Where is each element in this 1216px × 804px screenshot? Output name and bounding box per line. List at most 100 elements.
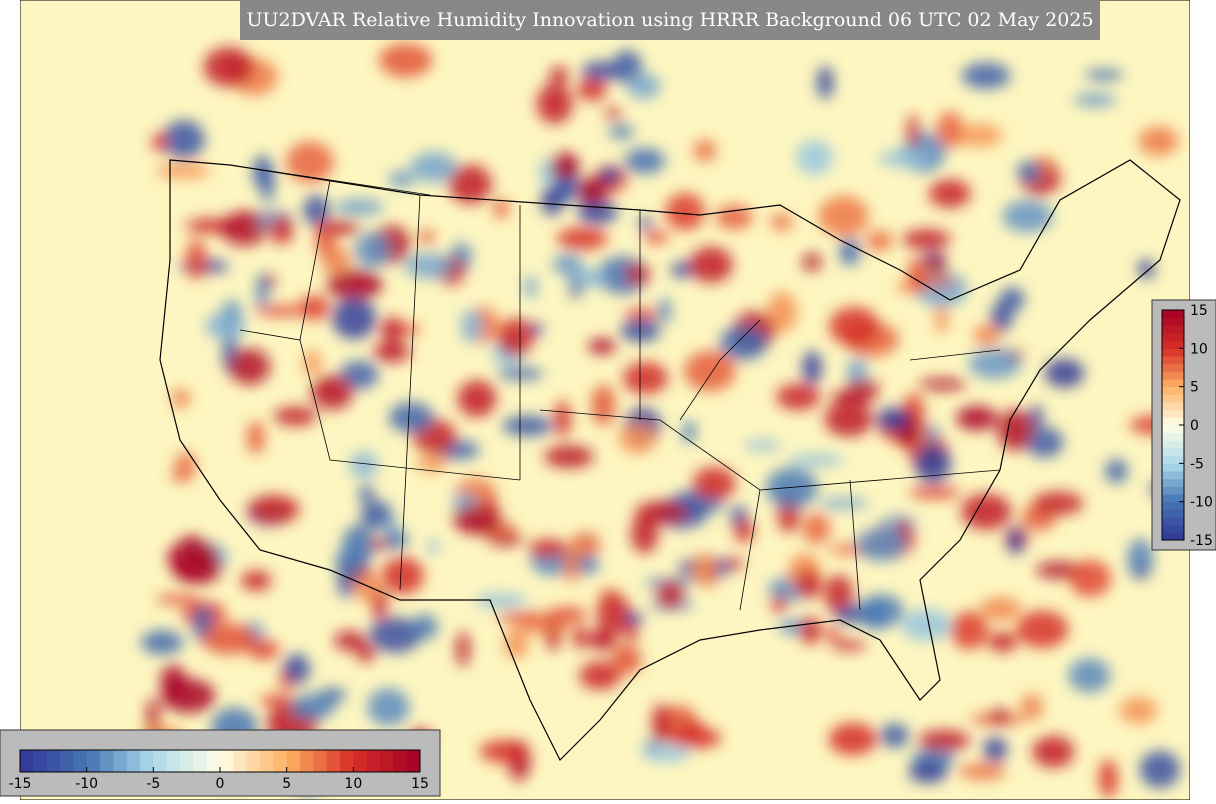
map (20, 0, 1190, 800)
field-blob (388, 170, 415, 188)
colorbar-step (46, 750, 61, 772)
colorbar-step (300, 750, 314, 772)
field-blob (339, 360, 379, 390)
field-blob (997, 409, 1034, 451)
field-blob (802, 350, 822, 385)
field-blob (631, 514, 659, 554)
field-blob (670, 261, 696, 278)
borders (229, 164, 1001, 611)
colorbar-step (1162, 363, 1184, 372)
field-blob (479, 739, 529, 763)
field-blob (273, 406, 317, 426)
field-blob (1138, 126, 1179, 156)
field-blob (496, 611, 551, 623)
field-blob (796, 140, 833, 175)
field-blob (990, 301, 1013, 332)
colorbar-step (393, 750, 408, 772)
colorbar-step (1162, 501, 1184, 510)
field-blob (1068, 658, 1111, 693)
colorbar-step (353, 750, 368, 772)
field-blob (1105, 458, 1128, 484)
field-blob (766, 291, 798, 333)
field-blob (865, 230, 894, 252)
field-blob (410, 151, 458, 183)
field-blob (326, 269, 383, 300)
field-blob (367, 688, 410, 727)
field-blob (935, 305, 948, 334)
field-blob (497, 367, 544, 381)
field-blob (372, 588, 388, 621)
field-blob (570, 540, 597, 555)
field-blob (828, 722, 877, 756)
field-blob (1038, 155, 1054, 173)
field-blob (622, 362, 668, 395)
field-blob (961, 62, 1011, 90)
colorbar-step (206, 750, 221, 772)
colorbar-step (86, 750, 101, 772)
field-blob (1069, 559, 1112, 597)
field-blob (799, 616, 822, 645)
colorbar-tick-label: -15 (9, 776, 32, 792)
field-blob (547, 606, 588, 623)
field-blob (684, 350, 736, 392)
colorbar-step (193, 750, 208, 772)
field-blob (719, 325, 767, 361)
field-blob (624, 308, 659, 320)
colorbar-step (1162, 417, 1184, 426)
field-blob (544, 445, 594, 469)
colorbar-step (380, 750, 394, 772)
colorbar-step (1162, 386, 1184, 395)
field-blob (355, 644, 376, 662)
field-blob (908, 760, 948, 784)
colorbar-step (180, 750, 194, 772)
field-blob (918, 378, 967, 391)
field-blob (335, 547, 366, 578)
field-blob (581, 61, 621, 81)
colorbar-step (100, 750, 114, 772)
field-blob (240, 570, 272, 591)
field-blob (550, 152, 580, 181)
colorbar-step (406, 750, 421, 772)
field-blob (448, 164, 492, 204)
field-blob (1032, 735, 1075, 768)
field-blob (502, 415, 553, 437)
field-blob (926, 255, 948, 274)
field-blob (816, 65, 834, 100)
field-blob (160, 664, 187, 699)
title-box (240, 0, 1100, 40)
field-blob (140, 630, 184, 655)
colorbar-tick-label: -5 (1190, 456, 1204, 472)
field-blob (715, 205, 753, 230)
field-blob (427, 539, 440, 554)
field-blob (1119, 696, 1158, 724)
field-blob (155, 594, 200, 605)
field-blob (474, 593, 527, 608)
field-blob (692, 466, 736, 501)
field-blob (1073, 93, 1117, 107)
field-blob (286, 141, 334, 183)
field-blob (383, 316, 401, 343)
field-blob (624, 624, 638, 642)
colorbar-step (313, 750, 328, 772)
field-blob (552, 253, 584, 275)
field-blob (598, 166, 622, 185)
field-blob (235, 212, 264, 223)
field-blob (256, 272, 269, 309)
field-blob (255, 305, 308, 317)
colorbar-step (286, 750, 301, 772)
field-blob (802, 253, 822, 271)
colorbar-step (326, 750, 341, 772)
field-blob (611, 50, 642, 84)
field-blob (611, 644, 642, 675)
field-blob (379, 43, 433, 78)
field-blob (556, 227, 608, 251)
field-blob (360, 500, 393, 530)
field-blob (797, 569, 822, 599)
colorbar-step (1162, 532, 1184, 541)
field-blob (482, 495, 498, 517)
colorbar-step (1162, 356, 1184, 365)
field-blob (411, 614, 438, 640)
colorbar-tick-label: -15 (1190, 533, 1213, 549)
field-blob (693, 139, 717, 162)
colorbar-tick-label: -10 (75, 776, 98, 792)
